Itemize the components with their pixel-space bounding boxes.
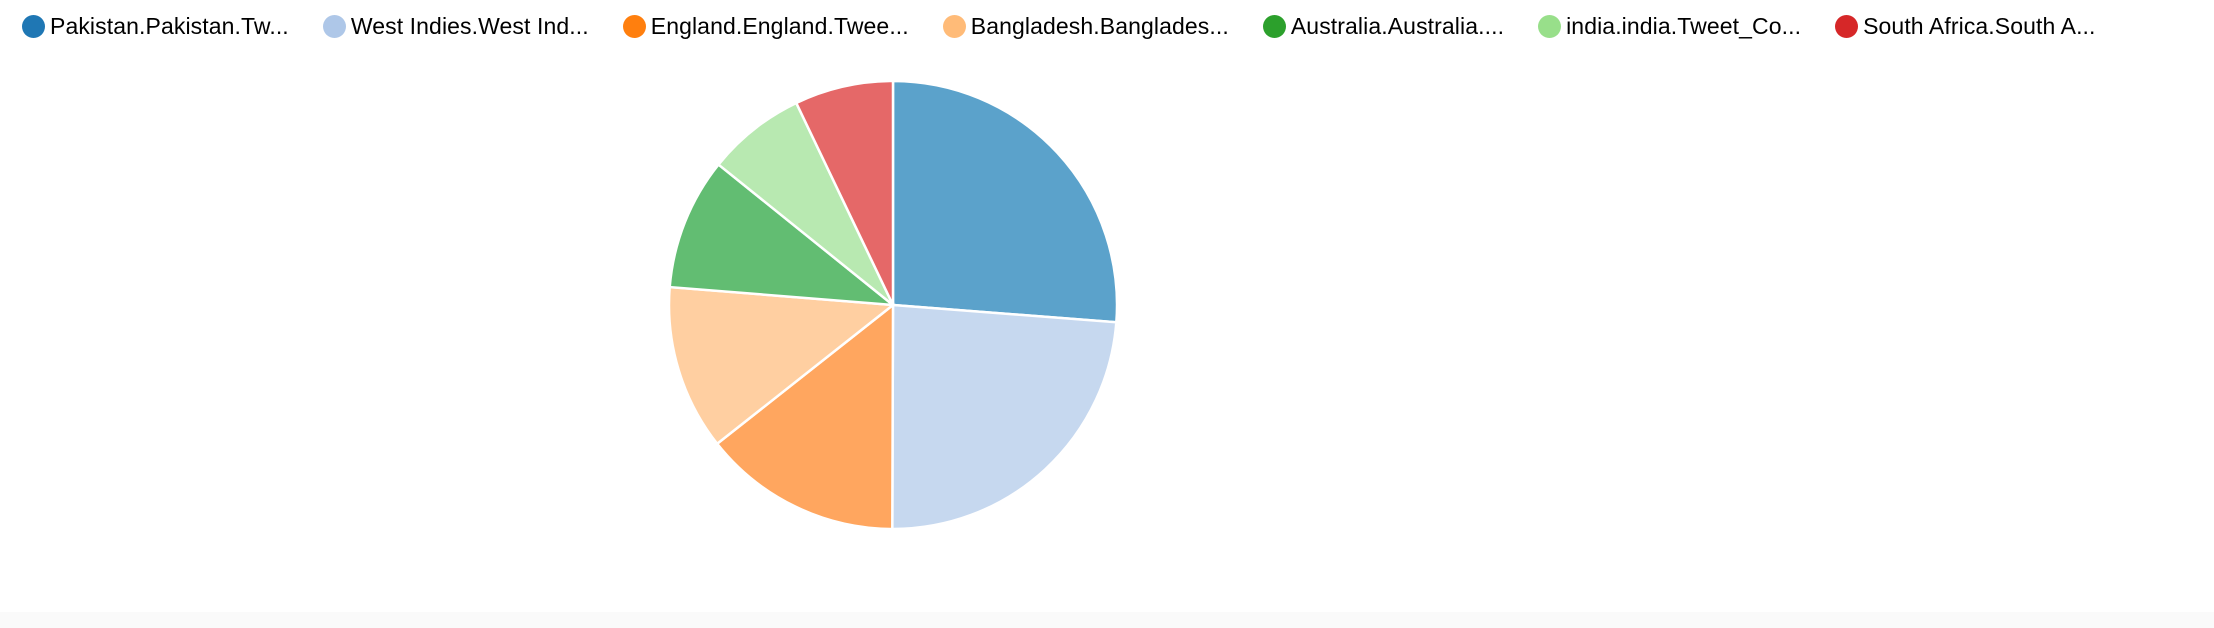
pie-slice[interactable]: [668, 162, 897, 307]
legend-item[interactable]: Pakistan.Pakistan.Tw...: [22, 13, 289, 40]
pie-slice[interactable]: [891, 79, 1119, 324]
legend-label: South Africa.South A...: [1863, 12, 2096, 39]
legend-item[interactable]: india.india.Tweet_Co...: [1538, 13, 1801, 40]
legend-swatch: [22, 14, 45, 38]
legend-item[interactable]: Bangladesh.Banglades...: [942, 12, 1229, 40]
legend-swatch: [1835, 14, 1859, 38]
footer-band: [0, 612, 2214, 628]
legend-swatch: [1538, 14, 1562, 38]
pie-slice[interactable]: [891, 303, 1118, 531]
legend-item[interactable]: England.England.Twee...: [622, 12, 909, 40]
pie-slice[interactable]: [716, 101, 895, 306]
legend-swatch: [322, 14, 346, 38]
pie-slice[interactable]: [715, 302, 895, 531]
legend-swatch: [942, 14, 966, 38]
pie-slice[interactable]: [667, 285, 897, 446]
pie-slice[interactable]: [794, 79, 895, 306]
legend-item[interactable]: West Indies.West Ind...: [322, 12, 589, 40]
legend-label: Pakistan.Pakistan.Tw...: [50, 12, 289, 39]
legend-label: Bangladesh.Banglades...: [970, 12, 1229, 39]
legend-label: West Indies.West Ind...: [350, 12, 589, 39]
legend-item[interactable]: Australia.Australia....: [1262, 12, 1505, 40]
legend-label: india.india.Tweet_Co...: [1566, 12, 1802, 39]
legend-swatch: [1262, 14, 1286, 38]
legend-swatch: [622, 14, 646, 38]
legend-label: England.England.Twee...: [650, 12, 909, 39]
legend-item[interactable]: South Africa.South A...: [1835, 13, 2095, 40]
legend: Pakistan.Pakistan.Tw... West Indies.West …: [22, 8, 2202, 44]
legend-label: Australia.Australia....: [1290, 12, 1505, 39]
